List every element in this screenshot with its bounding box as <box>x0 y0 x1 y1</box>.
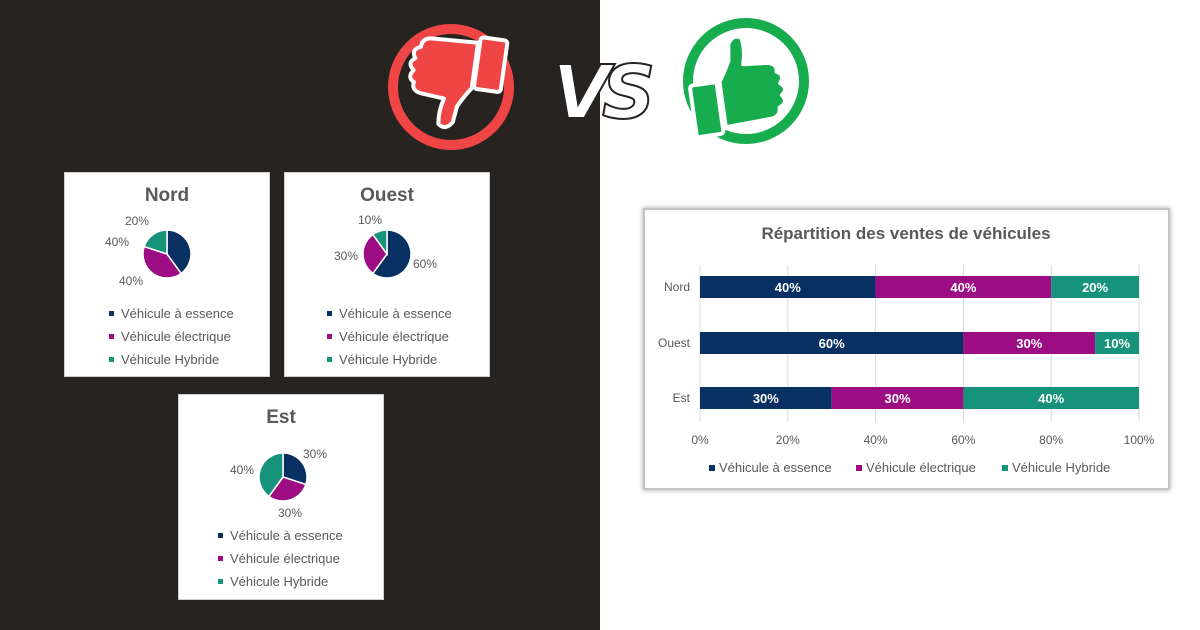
legend-label: Véhicule électrique <box>866 460 976 475</box>
bar-segment <box>700 387 832 409</box>
chart-title: Répartition des ventes de véhicules <box>761 224 1050 243</box>
thumbs-down-icon <box>388 24 514 150</box>
legend-item-hybride: Véhicule Hybride <box>109 352 219 367</box>
pie-title: Est <box>266 407 296 428</box>
legend-label: Véhicule Hybride <box>230 574 329 589</box>
bar-segment <box>1095 332 1139 354</box>
pie-slice <box>362 233 388 275</box>
pie-card-est: Est 30% 30% 40% Véhicule à essence Véhicul… <box>178 394 384 600</box>
pie-data-label: 30% <box>303 447 327 461</box>
legend-swatch <box>327 334 332 340</box>
vs-split-overlay <box>600 48 650 148</box>
category-label: Nord <box>664 280 690 294</box>
legend-label: Véhicule électrique <box>339 329 449 344</box>
pie-slice <box>142 245 183 279</box>
legend-swatch <box>327 311 332 317</box>
legend-swatch <box>218 556 223 562</box>
pie-data-label: 40% <box>105 235 129 249</box>
pie-chart-ouest: 60% 30% 10% <box>334 213 437 279</box>
legend-swatch <box>856 465 862 471</box>
bar-data-label: 40% <box>1038 391 1064 406</box>
category-label: Est <box>673 391 691 405</box>
category-label: Ouest <box>658 336 691 350</box>
pie-title: Nord <box>144 185 190 206</box>
legend-swatch <box>218 533 223 539</box>
legend-swatch <box>109 311 114 317</box>
bar-segment <box>1051 276 1139 298</box>
pie-card-ouest: Ouest 60% 30% 10% Véhicule à essence Véhic… <box>284 172 490 377</box>
pie-slice <box>166 229 192 275</box>
bar-segment <box>700 276 876 298</box>
legend-label: Véhicule électrique <box>230 551 340 566</box>
legend-item-hybride: Véhicule Hybride <box>327 352 437 367</box>
legend-swatch <box>109 357 114 363</box>
bar-data-label: 60% <box>819 336 845 351</box>
legend-item-hybride: Véhicule Hybride <box>218 574 328 589</box>
pie-data-label: 30% <box>334 249 358 263</box>
x-tick-label: 60% <box>951 433 975 447</box>
legend-item-essence: Véhicule à essence <box>218 528 343 543</box>
bar-segment <box>963 332 1096 354</box>
legend-label: Véhicule électrique <box>121 329 231 344</box>
legend-label: Véhicule Hybride <box>121 352 220 367</box>
x-tick-label: 40% <box>864 433 888 447</box>
x-tick-label: 80% <box>1039 433 1063 447</box>
legend-label: Véhicule à essence <box>121 306 234 321</box>
pie-chart-est: 30% 30% 40% <box>230 447 327 520</box>
legend-item-essence: Véhicule à essence <box>327 306 452 321</box>
pie-data-label: 40% <box>230 463 254 477</box>
pie-card-nord: Nord 40% 40% 20% Véhicule à essence Véhicu… <box>64 172 270 377</box>
bar-segment <box>700 332 964 354</box>
legend-label: Véhicule à essence <box>719 460 832 475</box>
bar-data-label: 40% <box>775 280 801 295</box>
x-tick-label: 0% <box>691 433 709 447</box>
pie-chart-nord: 40% 40% 20% <box>105 214 192 288</box>
bar-data-label: 20% <box>1082 280 1108 295</box>
pie-data-label: 40% <box>119 274 143 288</box>
legend-swatch <box>1002 465 1008 471</box>
stacked-bar-chart-card: Répartition des ventes de véhicules 0% 20%… <box>643 208 1170 490</box>
legend-item-electrique: Véhicule électrique <box>218 551 340 566</box>
bar-data-label: 30% <box>1016 336 1042 351</box>
stacked-bar-chart: Répartition des ventes de véhicules 0% 20%… <box>658 224 1155 475</box>
legend-item-electrique: Véhicule électrique <box>109 329 231 344</box>
thumbs-up-icon <box>683 18 809 144</box>
legend-label: Véhicule à essence <box>230 528 343 543</box>
legend-swatch <box>709 465 715 471</box>
bar-segment <box>831 387 964 409</box>
legend-item-electrique: Véhicule électrique <box>327 329 449 344</box>
legend-item-essence: Véhicule à essence <box>109 306 234 321</box>
legend-label: Véhicule Hybride <box>1012 460 1110 475</box>
legend-swatch <box>327 357 332 363</box>
pie-slice <box>143 229 168 256</box>
pie-slice <box>282 452 308 486</box>
pie-slice <box>371 229 412 279</box>
legend-label: Véhicule à essence <box>339 306 452 321</box>
bar-data-label: 40% <box>950 280 976 295</box>
x-tick-label: 100% <box>1124 433 1155 447</box>
legend-swatch <box>218 579 223 585</box>
pie-data-label: 10% <box>358 213 382 227</box>
pie-slice <box>267 476 307 502</box>
pie-slice <box>371 229 388 257</box>
vs-text: VS <box>552 49 657 137</box>
x-tick-label: 20% <box>776 433 800 447</box>
bar-data-label: 30% <box>885 391 911 406</box>
legend-label: Véhicule Hybride <box>339 352 438 367</box>
bar-data-label: 30% <box>753 391 779 406</box>
pie-data-label: 20% <box>125 214 149 228</box>
pie-data-label: 30% <box>278 506 302 520</box>
bar-segment <box>963 387 1139 409</box>
pie-data-label: 60% <box>413 257 437 271</box>
pie-title: Ouest <box>360 185 414 206</box>
legend-swatch <box>109 334 114 340</box>
bar-data-label: 10% <box>1104 336 1130 351</box>
bar-segment <box>875 276 1052 298</box>
pie-slice <box>258 452 284 498</box>
